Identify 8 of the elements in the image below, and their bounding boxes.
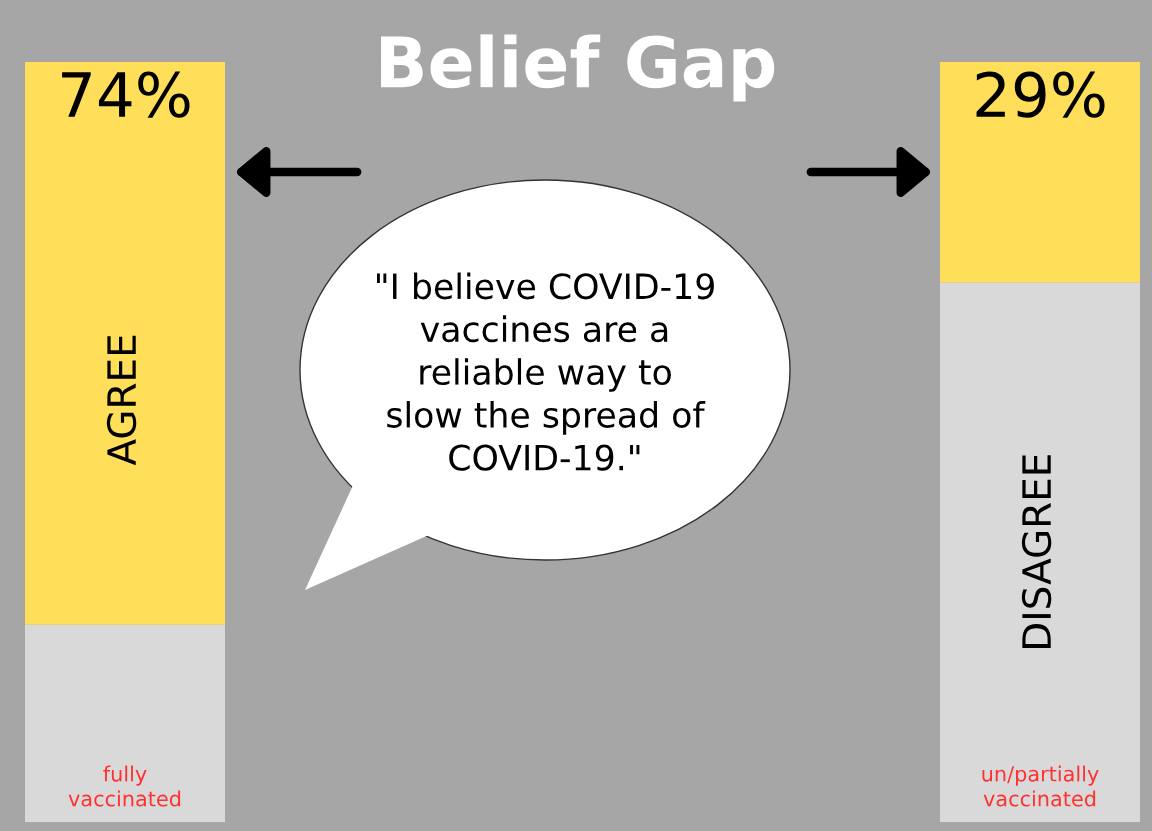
data-label: 74% [62,71,190,118]
data-label: 29% [976,71,1105,118]
x-tick-label: un/partially vaccinated [982,765,1099,807]
annotation: "I believe COVID-19 vaccines are a reliable way to slow the spread of COVID-19." [377,272,714,471]
annotation: AGREE [106,335,137,466]
chart-title: Belief Gap [381,34,775,102]
annotation: DISAGREE [1021,455,1052,648]
x-tick-label: fully vaccinated [68,765,181,807]
